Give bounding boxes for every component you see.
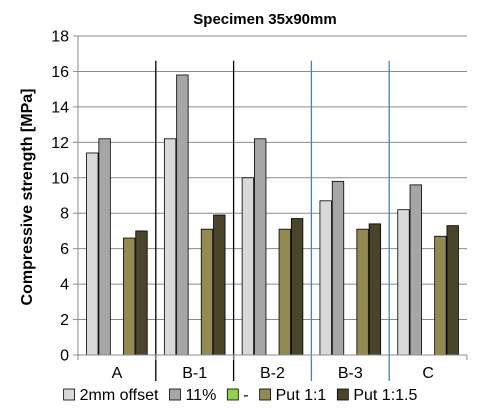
y-tick-label: 12 xyxy=(51,135,69,152)
y-tick-label: 0 xyxy=(60,348,69,365)
x-tick-label: B-2 xyxy=(260,365,285,382)
legend-label: 11% xyxy=(185,387,216,404)
legend-label: 2mm offset xyxy=(80,387,159,404)
bar xyxy=(135,230,148,356)
bar xyxy=(213,214,226,356)
bar-layer xyxy=(86,74,459,356)
y-tick-label: 18 xyxy=(51,29,69,46)
legend-swatch xyxy=(63,388,76,401)
bar xyxy=(123,237,136,356)
bar xyxy=(397,209,410,356)
x-tick-label: B-1 xyxy=(182,365,207,382)
bar xyxy=(409,184,422,356)
bar xyxy=(86,152,99,356)
bar xyxy=(446,225,459,356)
bar xyxy=(241,177,255,356)
bar xyxy=(434,235,447,356)
bar xyxy=(176,74,189,356)
legend: 2mm offset 11% - Put 1:1 Put 1:1.5 xyxy=(63,387,417,404)
y-tick-label: 2 xyxy=(60,312,69,329)
legend-swatch xyxy=(226,388,239,401)
legend-swatch xyxy=(259,388,272,401)
legend-swatch xyxy=(169,388,181,401)
bar xyxy=(278,228,291,356)
chart-title: Specimen 35x90mm xyxy=(193,11,336,28)
bar xyxy=(368,223,382,356)
x-tick-label: A xyxy=(112,365,123,382)
legend-label: - xyxy=(243,387,248,404)
y-tick-label: 6 xyxy=(60,241,69,258)
y-tick-label: 14 xyxy=(51,99,69,116)
separator-layer xyxy=(155,60,390,381)
bar xyxy=(163,138,177,356)
bar xyxy=(331,180,345,356)
bar xyxy=(319,200,332,356)
y-tick-label: 4 xyxy=(60,277,69,294)
legend-label: Put 1:1 xyxy=(276,387,327,404)
bar xyxy=(200,228,214,356)
legend-swatch xyxy=(336,388,349,401)
bar xyxy=(254,138,267,356)
axis-layer: 0 2 4 6 8 10 12 14 16 18 A B-1 B-2 B-3 C xyxy=(51,29,468,382)
bar xyxy=(290,218,304,356)
y-tick-label: 16 xyxy=(51,64,69,81)
bar xyxy=(356,228,369,356)
y-axis-label: Compressive strength [MPa] xyxy=(19,89,36,306)
legend-label: Put 1:1.5 xyxy=(353,387,417,404)
x-tick-label: B-3 xyxy=(338,365,363,382)
x-tick-label: C xyxy=(422,365,434,382)
bar xyxy=(98,138,111,356)
y-tick-label: 10 xyxy=(51,170,69,187)
y-tick-label: 8 xyxy=(60,206,69,223)
